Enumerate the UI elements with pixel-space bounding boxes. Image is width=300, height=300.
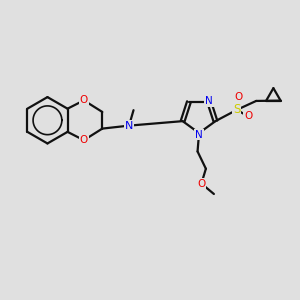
Text: N: N: [205, 96, 213, 106]
Text: N: N: [125, 121, 133, 130]
Text: O: O: [197, 178, 206, 189]
Text: N: N: [195, 130, 203, 140]
Text: O: O: [244, 111, 252, 122]
Text: S: S: [233, 103, 241, 116]
Text: O: O: [80, 135, 88, 145]
Text: O: O: [80, 95, 88, 105]
Text: O: O: [235, 92, 243, 102]
